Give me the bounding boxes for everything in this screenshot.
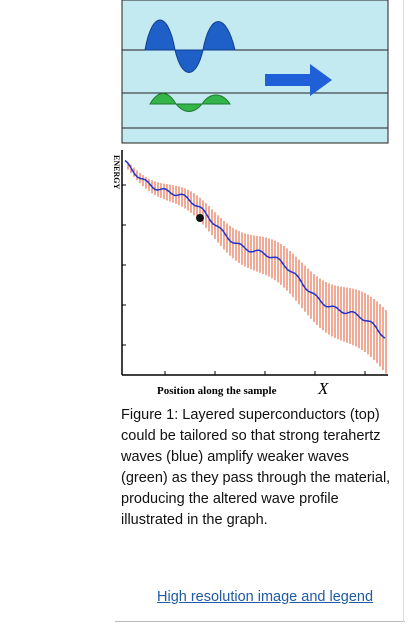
marker [196,214,204,222]
x-axis-label: Position along the sample [157,385,277,397]
high-res-link[interactable]: High resolution image and legend [157,589,374,605]
figure-image: ENERGY Position along the sample X [112,0,389,398]
caption: Figure 1: Layered superconductors (top) … [121,407,391,528]
x-axis-symbol: X [317,379,329,398]
strong-wave [144,19,236,73]
y-axis-label: ENERGY [112,155,121,189]
weak-wave [149,93,231,112]
separator [403,0,404,622]
average-line [124,159,386,339]
graph [122,159,387,375]
arrow [265,64,332,96]
separator [115,621,405,622]
